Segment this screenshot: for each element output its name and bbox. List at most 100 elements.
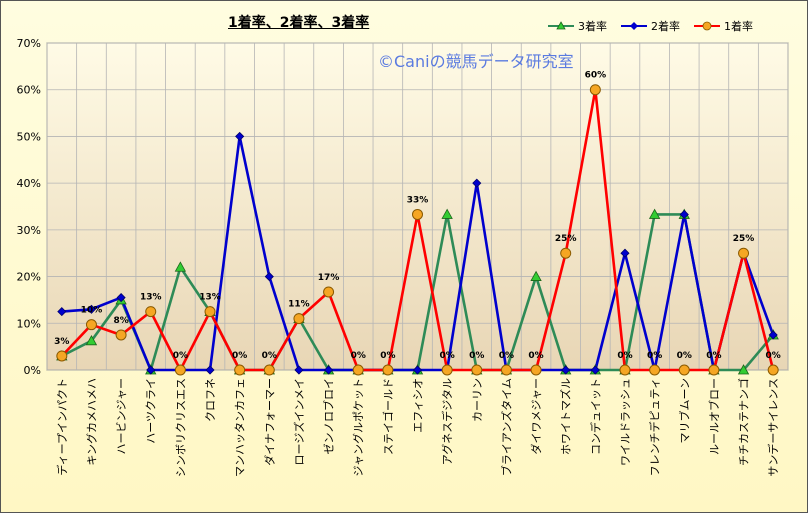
x-tick-label: ルールオブロー xyxy=(707,378,721,455)
legend-label-2: 2着率 xyxy=(651,20,680,33)
point-2 xyxy=(57,307,67,317)
data-label: 0% xyxy=(262,351,277,361)
point-1 xyxy=(145,306,157,318)
point-1 xyxy=(115,329,127,341)
point-1 xyxy=(500,364,512,376)
data-label: 25% xyxy=(733,234,755,244)
x-tick-label: コンデュイット xyxy=(588,378,602,455)
point-2 xyxy=(679,209,689,220)
point-2 xyxy=(294,365,304,375)
point-1 xyxy=(560,247,572,259)
point-2 xyxy=(590,365,600,375)
legend-marker-1-icon xyxy=(694,21,720,31)
point-1 xyxy=(56,350,68,362)
data-label: 0% xyxy=(617,351,632,361)
chart-legend: 3着率 2着率 1着率 xyxy=(548,18,753,34)
point-3 xyxy=(85,334,98,346)
x-tick-label: カーリン xyxy=(471,378,484,422)
x-tick-label: ロージズインメイ xyxy=(292,378,306,465)
x-tick-label: ステイゴールド xyxy=(381,378,395,455)
data-label: 13% xyxy=(199,293,221,303)
x-tick-label: フレンチデピュティ xyxy=(648,378,662,476)
legend-marker-2-icon xyxy=(621,22,647,30)
y-tick-label: 10% xyxy=(17,317,41,330)
data-label: 0% xyxy=(706,351,721,361)
x-tick-label: ディープインパクト xyxy=(55,378,69,476)
point-1 xyxy=(738,247,750,259)
x-tick-label: ダイナフォーマー xyxy=(262,378,276,466)
point-2 xyxy=(412,365,423,375)
x-tick-label: ハービンジャー xyxy=(115,378,128,454)
point-3 xyxy=(174,261,187,272)
point-2 xyxy=(235,131,245,141)
y-tick-label: 50% xyxy=(17,130,41,143)
x-tick-label: ハーツクライ xyxy=(145,378,158,444)
y-tick-label: 0% xyxy=(24,364,41,377)
point-1 xyxy=(767,364,779,376)
x-tick-label: シンボリクリスエス xyxy=(174,378,187,477)
data-label: 0% xyxy=(469,351,484,361)
x-tick-label: キングカメハメハ xyxy=(84,378,98,466)
data-label: 13% xyxy=(140,293,162,303)
legend-item-2: 2着率 xyxy=(621,18,680,34)
point-1 xyxy=(708,364,720,376)
data-label: 33% xyxy=(407,195,429,205)
y-tick-label: 70% xyxy=(17,37,41,50)
x-tick-label: サンデーサイレンス xyxy=(766,378,780,477)
data-label: 60% xyxy=(585,71,607,81)
x-tick-label: エフィシオ xyxy=(412,378,425,433)
point-2 xyxy=(264,272,274,282)
x-tick-label: マンハッタンカフェ xyxy=(234,378,247,477)
point-2 xyxy=(620,248,630,258)
point-1 xyxy=(323,286,335,298)
legend-item-1: 1着率 xyxy=(694,18,753,34)
point-1 xyxy=(382,364,394,376)
x-tick-label: チチカステナンゴ xyxy=(737,378,751,466)
y-tick-label: 20% xyxy=(17,271,41,284)
data-label: 0% xyxy=(351,351,366,361)
legend-item-3: 3着率 xyxy=(548,18,607,34)
point-3 xyxy=(737,364,750,375)
point-1 xyxy=(412,208,423,220)
point-1 xyxy=(234,364,246,376)
data-label: 11% xyxy=(288,300,310,310)
point-1 xyxy=(263,364,275,376)
y-tick-label: 30% xyxy=(17,224,41,237)
data-label: 0% xyxy=(232,351,247,361)
chart-title: 1着率、2着率、3着率 xyxy=(228,15,370,31)
x-tick-label: ホワイトマズル xyxy=(559,378,573,455)
y-tick-label: 40% xyxy=(17,177,41,190)
point-1 xyxy=(589,84,601,96)
point-1 xyxy=(649,364,661,376)
point-3 xyxy=(530,270,542,281)
data-label: 0% xyxy=(647,351,662,361)
point-2 xyxy=(768,330,778,340)
data-label: 0% xyxy=(766,351,781,361)
data-label: 17% xyxy=(318,273,340,283)
x-tick-label: マリブムーン xyxy=(677,378,691,443)
x-tick-label: アグネスデジタル xyxy=(440,378,454,465)
point-1 xyxy=(174,364,186,376)
point-1 xyxy=(204,306,216,318)
point-2 xyxy=(205,365,215,375)
point-2 xyxy=(146,365,156,375)
x-tick-label: ブライアンズタイム xyxy=(499,378,513,476)
x-tick-label: ダイワメジャー xyxy=(529,378,543,454)
point-1 xyxy=(619,364,631,376)
data-label: 25% xyxy=(555,234,577,244)
data-label: 10% xyxy=(81,306,103,316)
point-3 xyxy=(648,208,661,219)
data-label: 8% xyxy=(113,316,128,326)
y-tick-label: 60% xyxy=(17,84,41,97)
point-2 xyxy=(472,178,482,188)
point-1 xyxy=(85,319,97,331)
point-3 xyxy=(441,208,453,219)
data-label: 0% xyxy=(528,351,543,361)
point-2 xyxy=(324,365,334,375)
x-tick-label: ゼンノロブロイ xyxy=(322,378,336,454)
data-label: 0% xyxy=(499,351,514,361)
point-1 xyxy=(441,364,453,376)
point-1 xyxy=(530,364,542,376)
legend-marker-3-icon xyxy=(548,21,574,30)
